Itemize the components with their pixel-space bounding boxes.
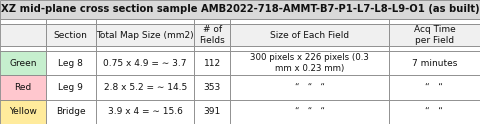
Text: 112: 112 [204, 59, 221, 68]
Bar [194, 19, 230, 24]
Bar [194, 24, 230, 46]
Bar [389, 19, 480, 24]
Bar [46, 76, 96, 100]
Bar [230, 76, 389, 100]
Bar [230, 46, 389, 51]
Bar [230, 24, 389, 46]
Text: XZ mid-plane cross section sample AMB2022-718-AMMT-B7-P1-L7-L8-L9-O1 (as built): XZ mid-plane cross section sample AMB202… [0, 4, 480, 14]
Text: 7 minutes: 7 minutes [412, 59, 457, 68]
Text: Acq Time
per Field: Acq Time per Field [414, 25, 455, 45]
Text: Leg 8: Leg 8 [59, 59, 83, 68]
Bar [194, 76, 230, 100]
Bar [389, 51, 480, 76]
Text: 300 pixels x 226 pixels (0.3
mm x 0.23 mm): 300 pixels x 226 pixels (0.3 mm x 0.23 m… [250, 53, 369, 73]
Bar [96, 100, 194, 124]
Text: Green: Green [9, 59, 36, 68]
Bar [96, 46, 194, 51]
Text: Leg 9: Leg 9 [59, 83, 83, 92]
Bar [389, 46, 480, 51]
Text: “   “   “: “ “ “ [295, 107, 324, 116]
Text: Yellow: Yellow [9, 107, 37, 116]
Text: 391: 391 [204, 107, 221, 116]
Text: 353: 353 [204, 83, 221, 92]
Bar [194, 46, 230, 51]
Bar [0, 46, 46, 51]
Bar [230, 51, 389, 76]
Bar [0, 51, 46, 76]
Text: “   “: “ “ [425, 83, 444, 92]
Text: 2.8 x 5.2 = ∼ 14.5: 2.8 x 5.2 = ∼ 14.5 [104, 83, 187, 92]
Text: Total Map Size (mm2): Total Map Size (mm2) [96, 31, 194, 40]
Text: Size of Each Field: Size of Each Field [270, 31, 349, 40]
Bar [96, 51, 194, 76]
Bar [96, 24, 194, 46]
Bar [0, 100, 46, 124]
Bar [96, 19, 194, 24]
Bar [194, 100, 230, 124]
Bar [230, 19, 389, 24]
Bar [389, 24, 480, 46]
Bar [46, 24, 96, 46]
Bar [46, 100, 96, 124]
Bar [46, 51, 96, 76]
Text: “   “   “: “ “ “ [295, 83, 324, 92]
Bar [0, 76, 46, 100]
Bar [96, 76, 194, 100]
Bar [0, 0, 480, 19]
Bar [389, 76, 480, 100]
Text: 3.9 x 4 = ∼ 15.6: 3.9 x 4 = ∼ 15.6 [108, 107, 182, 116]
Bar [46, 19, 96, 24]
Text: Red: Red [14, 83, 31, 92]
Bar [389, 100, 480, 124]
Bar [230, 100, 389, 124]
Text: Bridge: Bridge [56, 107, 85, 116]
Bar [194, 51, 230, 76]
Bar [0, 19, 46, 24]
Bar [0, 24, 46, 46]
Bar [46, 46, 96, 51]
Text: “   “: “ “ [425, 107, 444, 116]
Text: Section: Section [54, 31, 88, 40]
Text: 0.75 x 4.9 = ∼ 3.7: 0.75 x 4.9 = ∼ 3.7 [104, 59, 187, 68]
Text: # of
Fields: # of Fields [200, 25, 225, 45]
